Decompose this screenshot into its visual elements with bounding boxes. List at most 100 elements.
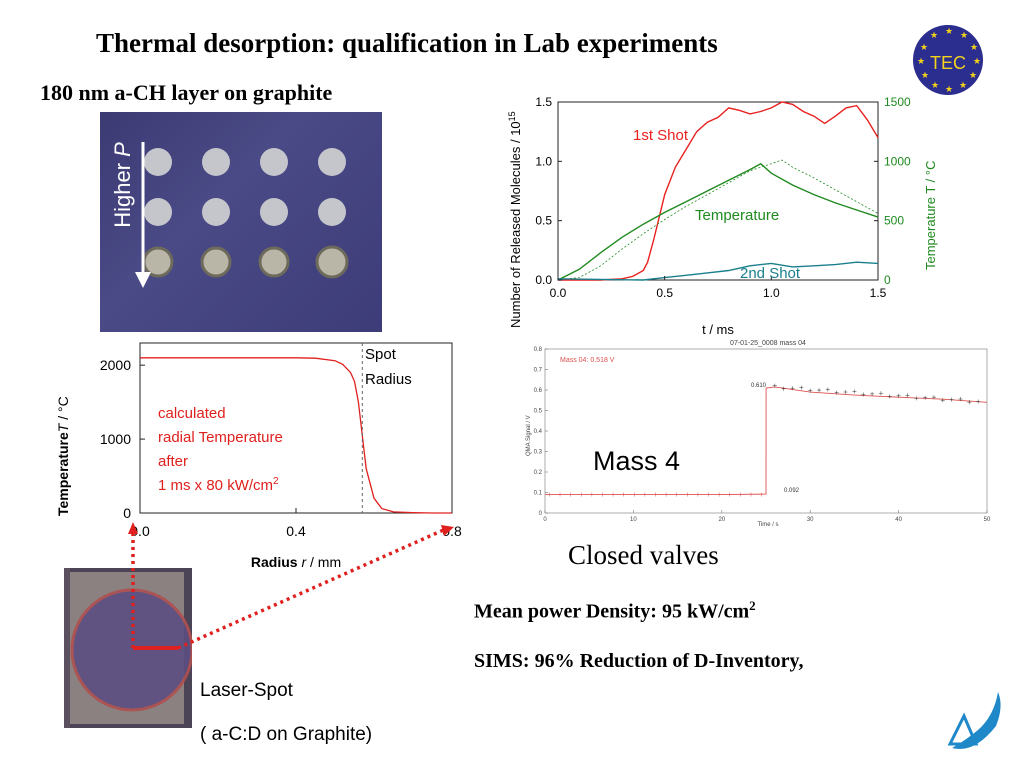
- mass-4-chart: 07-01-25_0008 mass 04 0 10 20 30 40 50 0 0.1 0.2…: [518, 336, 998, 532]
- x-tick-label: 1.0: [763, 286, 780, 300]
- sims-label: SIMS: 96% Reduction of D-Inventory,: [474, 650, 804, 672]
- y-tick-label: 0: [123, 505, 131, 521]
- data-marker: [967, 400, 972, 405]
- y-tick-label: 0: [539, 511, 543, 517]
- arrow-label-text: Higher: [109, 156, 135, 228]
- data-marker: [772, 383, 777, 388]
- annotation-temperature: Temperature: [695, 207, 779, 224]
- y-tick-label-right: 1500: [884, 95, 911, 109]
- x-tick-label: 20: [718, 517, 725, 523]
- y-tick-label-right: 500: [884, 214, 904, 228]
- spot-label-2: Radius: [365, 371, 412, 388]
- y-tick-label: 0.3: [534, 450, 543, 456]
- plot-frame: [557, 101, 879, 281]
- sample-photo: Higher P: [100, 112, 382, 332]
- data-marker: [825, 387, 830, 392]
- svg-text:★: ★: [959, 80, 967, 90]
- note-line-2: radial Temperature: [158, 429, 283, 446]
- y-tick-label-left: 0.5: [535, 214, 552, 228]
- x-tick-label: 50: [984, 517, 991, 523]
- data-marker: [905, 393, 910, 398]
- data-marker: [949, 397, 954, 402]
- data-marker: [958, 397, 963, 402]
- data-marker: [923, 395, 928, 400]
- series-line-1: [557, 162, 879, 281]
- x-axis-label: Radius r / mm: [251, 554, 341, 570]
- svg-text:★: ★: [945, 26, 953, 36]
- y-tick-label: 0.7: [534, 368, 543, 374]
- series-line-3: [557, 261, 879, 281]
- data-marker: [843, 390, 848, 395]
- data-marker: [887, 394, 892, 399]
- data-marker: [931, 395, 936, 400]
- x-tick-label: 0.5: [656, 286, 673, 300]
- data-marker: [914, 396, 919, 401]
- laser-caption-2: ( a-C:D on Graphite): [200, 724, 373, 745]
- data-marker: [817, 388, 822, 393]
- x-tick-label: 30: [807, 517, 814, 523]
- y-tick-label-left: 1.5: [535, 95, 552, 109]
- note-line-4: 1 ms x 80 kW/cm2: [158, 476, 279, 494]
- x-tick-label: 0.0: [130, 523, 150, 539]
- slide-title: Thermal desorption: qualification in Lab…: [96, 28, 718, 58]
- svg-text:★: ★: [973, 56, 981, 66]
- arrow-label-italic: P: [109, 142, 135, 157]
- y-tick-label: 0.6: [534, 388, 543, 394]
- note-line-3: after: [158, 453, 188, 470]
- radial-temperature-chart: 0.0 0.4 0.8 0 1000 2000 Spot Radius calculate…: [55, 342, 462, 570]
- chart-legend: Mass 04: 0.518 V: [560, 357, 615, 364]
- x-tick-label: 0.8: [442, 523, 462, 539]
- x-tick-label: 40: [895, 517, 902, 523]
- x-axis-label: t / ms: [702, 322, 734, 337]
- data-marker: [834, 390, 839, 395]
- annotation-second-shot: 2nd Shot: [740, 265, 801, 282]
- y-tick-label-right: 1000: [884, 154, 911, 168]
- x-tick-label: 0: [543, 517, 547, 523]
- annotation-first-shot: 1st Shot: [633, 127, 689, 144]
- y-tick-label-right: 0: [884, 273, 891, 287]
- data-marker: [781, 386, 786, 391]
- closed-valves-label: Closed valves: [568, 540, 719, 570]
- series-line-2: [557, 159, 879, 281]
- y-axis-label: TemperatureT / °C: [55, 396, 71, 516]
- data-marker: [861, 392, 866, 397]
- y-tick-label-left: 0.0: [535, 273, 552, 287]
- y-axis-label-left: Number of Released Molecules / 1015: [507, 111, 523, 328]
- data-marker: [852, 389, 857, 394]
- y-axis-label-right: Temperature T / °C: [923, 161, 938, 270]
- x-tick-label: 10: [630, 517, 637, 523]
- x-axis-label: Time / s: [757, 522, 778, 528]
- data-marker: [790, 386, 795, 391]
- svg-text:★: ★: [931, 80, 939, 90]
- data-marker: [799, 385, 804, 390]
- mean-power-label: Mean power Density: 95 kW/cm2: [474, 598, 756, 623]
- y-tick-label: 0.8: [534, 347, 543, 353]
- svg-text:★: ★: [921, 70, 929, 80]
- svg-text:★: ★: [930, 30, 938, 40]
- y-tick-label: 0.1: [534, 491, 543, 497]
- radial-temperature-curve: [140, 357, 452, 514]
- laser-caption-1: Laser-Spot: [200, 680, 293, 701]
- data-marker: [940, 398, 945, 403]
- arrow-label: Higher P: [110, 142, 136, 228]
- data-marker: [870, 391, 875, 396]
- mass-overlay-label: Mass 4: [593, 446, 680, 476]
- y-tick-label: 0.2: [534, 470, 543, 476]
- note-line-1: calculated: [158, 405, 226, 422]
- svg-text:★: ★: [970, 42, 978, 52]
- tec-logo: ★ ★★ ★★★ ★★★ ★★★ TEC: [913, 25, 983, 95]
- value-high: 0.610: [751, 383, 767, 389]
- y-tick-label: 2000: [100, 357, 131, 373]
- svg-text:★: ★: [920, 42, 928, 52]
- svg-text:★: ★: [917, 56, 925, 66]
- x-tick-label: 1.5: [870, 286, 887, 300]
- series-line-0: [558, 101, 879, 281]
- chart-title: 07-01-25_0008 mass 04: [730, 340, 806, 347]
- data-marker: [896, 393, 901, 398]
- y-axis-label: QMA Signal / V: [526, 415, 532, 456]
- x-tick-label: 0.4: [286, 523, 306, 539]
- y-tick-label-left: 1.0: [535, 154, 552, 168]
- laser-spot-photo: [64, 568, 194, 728]
- svg-text:★: ★: [969, 70, 977, 80]
